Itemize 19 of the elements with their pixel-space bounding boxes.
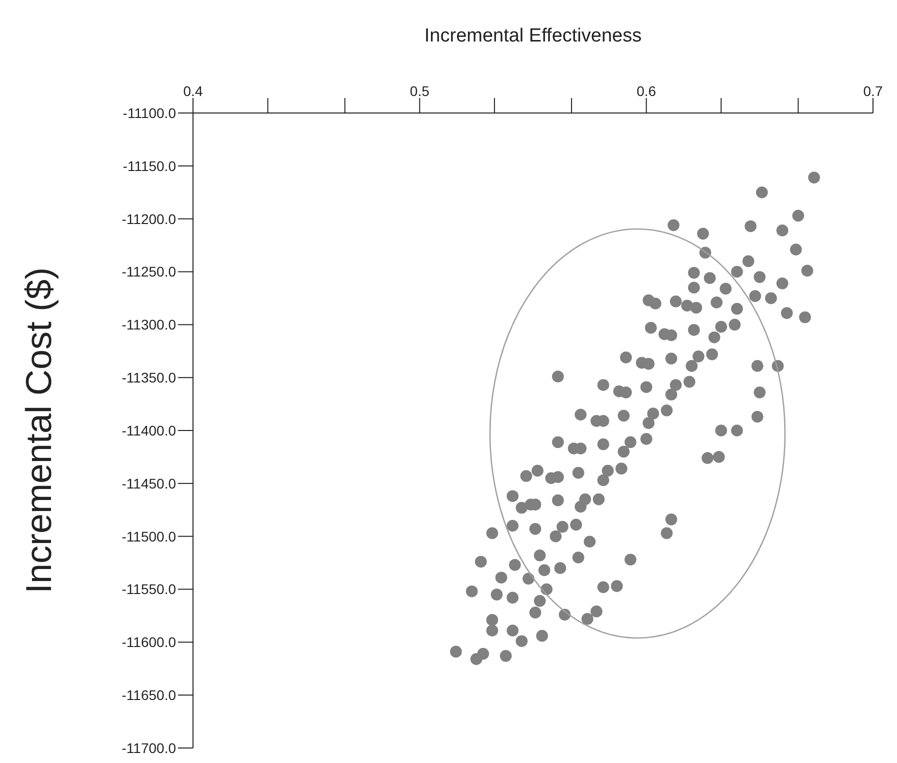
y-tick-label: -11100.0 <box>122 104 176 121</box>
y-tick-label: -11300.0 <box>122 316 176 333</box>
x-tick-label: 0.6 <box>636 83 656 99</box>
y-tick-label: -11500.0 <box>122 528 176 544</box>
x-tick-label: 0.5 <box>410 83 430 99</box>
x-axis-title: Incremental Effectiveness <box>424 25 642 46</box>
x-tick-label: 0.4 <box>183 83 203 99</box>
y-tick-label: -11250.0 <box>122 264 176 280</box>
y-tick-label: -11700.0 <box>122 740 176 756</box>
y-tick-label: -11400.0 <box>122 422 176 438</box>
x-tick-label: 0.7 <box>863 83 883 99</box>
y-tick-label: -11600.0 <box>122 634 176 650</box>
y-tick-label: -11350.0 <box>122 370 176 386</box>
y-tick-label: -11200.0 <box>122 210 176 227</box>
y-tick-label: -11550.0 <box>122 581 176 598</box>
y-tick-label: -11150.0 <box>122 158 176 174</box>
y-tick-label: -11450.0 <box>122 475 176 492</box>
y-tick-label: -11650.0 <box>122 687 176 704</box>
y-axis-title: Incremental Cost ($) <box>18 267 59 594</box>
